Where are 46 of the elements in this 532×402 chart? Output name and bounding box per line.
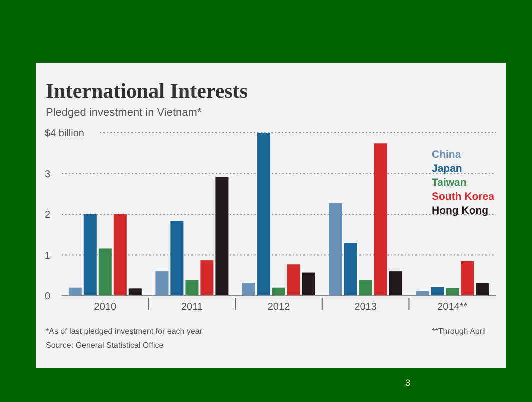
bar [114, 214, 127, 296]
text: Hong Kong [432, 205, 489, 217]
bar [374, 144, 388, 296]
x-tick-label: 2012 [268, 302, 291, 313]
text: 3 [405, 378, 411, 388]
x-tick-label: 2010 [94, 302, 117, 313]
text: *As of last pledged investment for each year [46, 327, 203, 336]
y-tick-label: 0 [45, 292, 51, 302]
bar [446, 288, 460, 296]
source-note: Source: General Statistical Office [46, 341, 164, 350]
text: Japan [432, 163, 462, 175]
bar [476, 283, 490, 296]
bar [68, 288, 82, 296]
bar [242, 282, 256, 296]
bar [170, 221, 184, 296]
x-tick-label: 2011 [181, 302, 204, 313]
chart-subtitle: Pledged investment in Vietnam* [46, 107, 202, 119]
bar [389, 272, 402, 296]
x-tick-label: 2013 [354, 302, 378, 313]
text: China [432, 149, 462, 161]
x-tick-label: 2014** [438, 302, 468, 313]
bar [128, 288, 142, 296]
bar [98, 248, 112, 296]
bar [186, 280, 199, 296]
text: South Korea [432, 191, 495, 203]
y-tick-label: $4 billion [45, 128, 84, 140]
bar [216, 177, 229, 296]
text: **Through April [432, 327, 486, 336]
y-tick-label: 2 [45, 210, 51, 222]
bar [84, 214, 97, 296]
bar [461, 261, 474, 296]
bar [329, 204, 342, 296]
y-tick-label: 1 [45, 250, 51, 262]
bar [344, 243, 358, 296]
bar [359, 280, 372, 296]
bar [272, 288, 286, 296]
bar [288, 264, 300, 296]
bar [302, 272, 316, 296]
chart-title: International Interests [46, 79, 248, 103]
y-tick-label: 3 [45, 169, 51, 180]
bar [416, 291, 430, 296]
bar [156, 272, 169, 296]
bar [431, 287, 444, 296]
bar [258, 133, 270, 296]
text: Taiwan [432, 177, 467, 189]
bar [200, 260, 214, 296]
